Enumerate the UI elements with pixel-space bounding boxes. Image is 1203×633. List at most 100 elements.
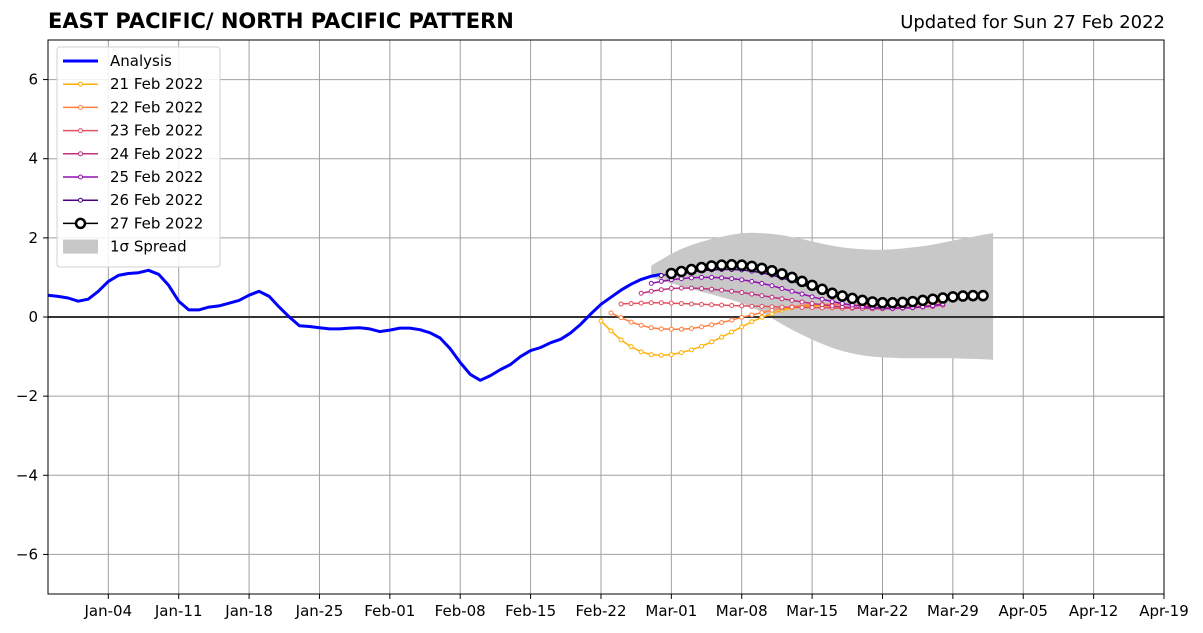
x-tick-label: Apr-12 [1069, 602, 1119, 620]
latest-forecast-point [916, 294, 929, 307]
y-tick-label: −2 [16, 387, 38, 405]
legend-swatch-marker [78, 104, 83, 110]
forecast-point [759, 310, 765, 316]
forecast-point [789, 304, 795, 310]
forecast-point [799, 291, 805, 297]
analysis-line [47, 268, 662, 382]
forecast-point [809, 305, 815, 311]
forecast-point [608, 310, 614, 316]
forecast-point [678, 301, 684, 307]
forecast-point [719, 302, 725, 308]
forecast-point [719, 320, 725, 326]
forecast-point [678, 326, 684, 332]
forecast-point [709, 302, 715, 308]
forecast-point [729, 288, 735, 294]
forecast-point [688, 275, 694, 281]
x-tick-label: Mar-22 [857, 602, 909, 620]
forecast-point [769, 283, 775, 289]
legend-label: 1σ Spread [110, 238, 187, 256]
legend-swatch-marker [78, 197, 83, 203]
legend-label: 24 Feb 2022 [110, 145, 203, 163]
forecast-point [799, 305, 805, 311]
legend-label: 26 Feb 2022 [110, 191, 203, 209]
forecast-point [779, 296, 785, 302]
forecast-point [719, 334, 725, 340]
latest-forecast-point [836, 290, 849, 302]
forecast-point [759, 293, 765, 299]
forecast-point [658, 352, 664, 358]
forecast-point [628, 301, 634, 307]
forecast-point [729, 303, 735, 309]
forecast-point [819, 302, 825, 308]
x-tick-label: Apr-19 [1139, 602, 1189, 620]
y-tick-label: 2 [28, 229, 38, 247]
forecast-point [598, 318, 604, 324]
latest-forecast-point [866, 296, 879, 308]
legend-label: Analysis [110, 52, 172, 70]
forecast-point [699, 274, 705, 280]
forecast-point [648, 288, 654, 294]
y-tick-label: 6 [28, 71, 38, 89]
forecast-point [759, 314, 765, 320]
legend-label: 23 Feb 2022 [110, 122, 203, 140]
y-tick-label: −6 [16, 545, 38, 563]
forecast-point [839, 301, 845, 307]
x-tick-label: Mar-08 [716, 602, 768, 620]
forecast-point [668, 352, 674, 358]
y-tick-label: 0 [28, 308, 38, 326]
forecast-point [638, 290, 644, 296]
forecast-point [678, 285, 684, 291]
forecast-point [779, 286, 785, 292]
latest-forecast-point [856, 294, 869, 307]
latest-forecast-point [715, 259, 728, 271]
forecast-point [809, 294, 815, 300]
legend-swatch-marker [78, 81, 83, 87]
forecast-point [648, 352, 654, 358]
latest-forecast-point [695, 261, 708, 274]
x-tick-label: Feb-15 [505, 602, 556, 620]
forecast-point [658, 287, 664, 293]
forecast-point [719, 275, 725, 281]
x-tick-label: Mar-15 [786, 602, 838, 620]
forecast-point [749, 303, 755, 309]
series-group [47, 259, 989, 382]
x-tick-label: Jan-18 [224, 602, 273, 620]
x-tick-label: Feb-08 [435, 602, 486, 620]
forecast-point [618, 315, 624, 321]
forecast-point [739, 303, 745, 309]
latest-forecast-point [685, 263, 698, 276]
forecast-point [739, 314, 745, 320]
forecast-point [709, 322, 715, 328]
forecast-point [648, 325, 654, 331]
latest-forecast-point [967, 289, 979, 302]
forecast-point [699, 301, 705, 307]
latest-forecast-point [705, 260, 718, 272]
forecast-point [729, 276, 735, 282]
forecast-point [739, 289, 745, 295]
forecast-point [678, 350, 684, 356]
forecast-point [608, 328, 614, 334]
x-tick-label: Mar-01 [645, 602, 697, 620]
y-tick-label: 4 [28, 150, 38, 168]
forecast-point [729, 317, 735, 323]
legend-swatch-marker [78, 128, 83, 134]
latest-forecast-point [776, 268, 788, 280]
forecast-point [688, 301, 694, 307]
latest-forecast-point [746, 260, 758, 273]
legend-label: 27 Feb 2022 [110, 214, 203, 232]
chart-title: EAST PACIFIC/ NORTH PACIFIC PATTERN [48, 9, 514, 33]
forecast-point [658, 278, 664, 284]
latest-forecast-point [756, 262, 768, 275]
forecast-point [749, 312, 755, 318]
forecast-point [719, 287, 725, 293]
forecast-point [709, 274, 715, 280]
x-tick-label: Feb-22 [575, 602, 626, 620]
forecast-point [688, 325, 694, 331]
latest-forecast-point [796, 275, 808, 288]
latest-forecast-point [806, 279, 818, 292]
forecast-point [749, 278, 755, 284]
legend-swatch-spread [63, 239, 98, 254]
latest-forecast-point [735, 259, 748, 271]
latest-forecast-point [977, 289, 989, 302]
